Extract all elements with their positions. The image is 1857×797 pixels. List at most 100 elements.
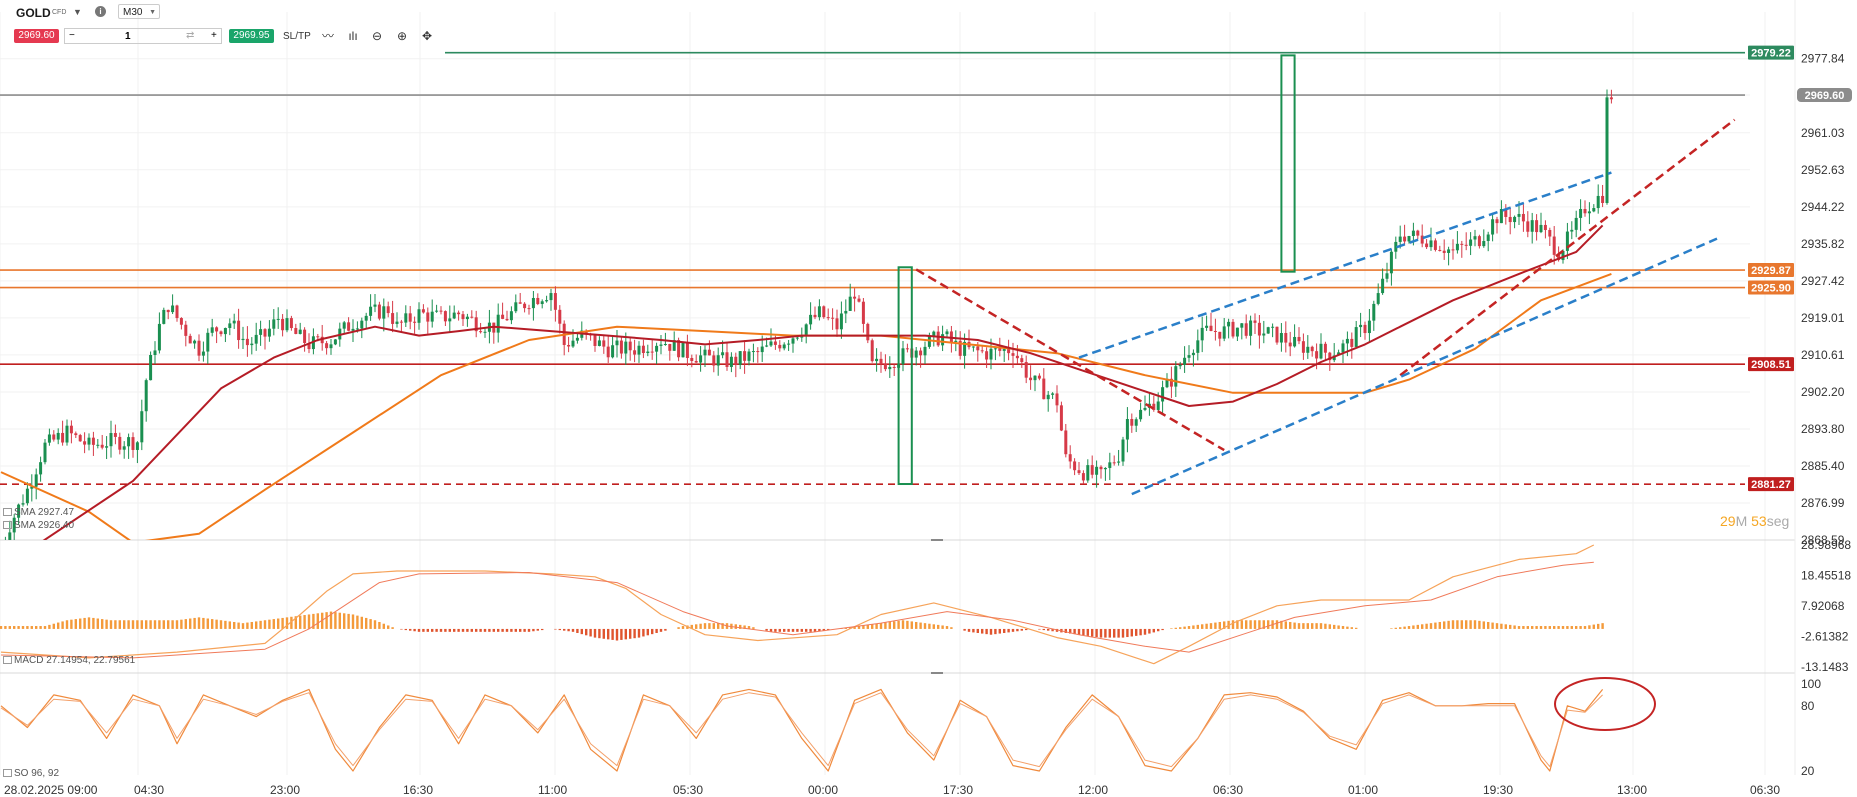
macd-histogram-bar <box>1597 623 1600 629</box>
candle-body <box>162 309 166 324</box>
candle-body <box>245 338 249 346</box>
candle-body <box>448 318 452 322</box>
candle-body <box>254 334 258 344</box>
macd-histogram-bar <box>1016 628 1019 632</box>
macd-histogram-bar <box>1117 628 1120 638</box>
candle-body <box>672 340 676 351</box>
macd-histogram-bar <box>1509 624 1512 629</box>
candle-body <box>1469 239 1473 246</box>
candle-body <box>985 351 989 360</box>
candle-body <box>1266 327 1270 334</box>
price-level-badge <box>1748 280 1794 295</box>
so-legend[interactable]: SO 96, 92 <box>3 768 59 779</box>
quantity-value[interactable]: 1 <box>125 31 131 42</box>
candle-body <box>853 296 857 299</box>
macd-histogram-bar <box>1403 626 1406 629</box>
macd-histogram-bar <box>1236 620 1239 629</box>
sltp-button[interactable]: SL/TP <box>283 31 311 42</box>
macd-histogram-bar <box>585 628 588 636</box>
macd-legend[interactable]: MACD 27.14954, 22.79561 <box>3 655 135 666</box>
candle-body <box>105 446 109 448</box>
caret-down-icon[interactable]: ▼ <box>73 7 82 17</box>
candle-body <box>1064 430 1068 455</box>
macd-histogram-bar <box>563 628 566 631</box>
candle-body <box>1526 221 1530 232</box>
candle-body <box>1015 355 1019 359</box>
macd-histogram-bar <box>1557 626 1560 629</box>
sma-legend-1[interactable]: SMA 2927.47 <box>3 507 74 518</box>
buy-button[interactable]: 2969.95 <box>229 29 274 43</box>
candle-body <box>1521 213 1525 222</box>
indicator-settings-icon[interactable] <box>3 508 12 517</box>
macd-histogram-bar <box>879 623 883 629</box>
candle-body <box>228 323 232 328</box>
candle-body <box>1587 211 1591 214</box>
macd-histogram-bar <box>1535 626 1538 629</box>
minus-icon[interactable]: − <box>69 30 75 41</box>
candle-body <box>998 348 1002 351</box>
macd-histogram-bar <box>923 623 927 629</box>
sell-button[interactable]: 2969.60 <box>14 29 59 43</box>
macd-histogram-bar <box>1240 620 1243 629</box>
macd-histogram-bar <box>378 621 381 629</box>
zoom-out-icon[interactable]: ⊖ <box>371 29 383 43</box>
macd-histogram-bar <box>976 628 979 633</box>
macd-histogram-bar <box>197 617 201 629</box>
indicator-settings-icon[interactable] <box>3 521 12 530</box>
candle-body <box>1081 473 1085 481</box>
candle-body <box>813 314 817 318</box>
macd-histogram-bar <box>1091 628 1094 637</box>
candle-body <box>523 303 527 309</box>
candle-body <box>457 312 461 315</box>
candle-body <box>452 312 456 319</box>
macd-histogram-bar <box>1064 628 1067 633</box>
candle-body <box>611 345 615 358</box>
candle-body <box>751 351 755 353</box>
macd-histogram-bar <box>554 628 557 630</box>
macd-histogram-bar <box>382 623 385 629</box>
macd-histogram-bar <box>699 623 702 629</box>
candle-body <box>545 300 549 302</box>
candle-body <box>135 442 139 450</box>
candle-body <box>250 343 254 346</box>
zoom-in-icon[interactable]: ⊕ <box>396 29 408 43</box>
macd-histogram-bar <box>1275 620 1279 629</box>
candle-body <box>721 352 725 356</box>
time-tick-label: 12:00 <box>1078 783 1108 797</box>
candle-body <box>1240 323 1244 328</box>
symbol-name[interactable]: GOLD <box>16 6 51 20</box>
macd-histogram-bar <box>246 622 249 629</box>
macd-histogram-bar <box>642 628 645 637</box>
macd-histogram-bar <box>1306 623 1309 629</box>
indicator-settings-icon[interactable] <box>3 656 12 665</box>
candle-body <box>166 309 170 313</box>
macd-histogram-bar <box>1231 620 1235 629</box>
candle-body <box>1108 462 1112 468</box>
candle-body <box>1112 462 1116 464</box>
quantity-stepper[interactable]: − 1 ⇄ + <box>64 28 222 44</box>
candle-body <box>707 349 711 356</box>
swap-icon[interactable]: ⇄ <box>186 30 195 41</box>
info-icon[interactable]: i <box>95 6 106 17</box>
timeframe-select[interactable]: M30 ▼ <box>118 4 160 19</box>
indicator-settings-icon[interactable] <box>3 769 12 778</box>
macd-histogram-bar <box>1152 628 1155 633</box>
macd-histogram-bar <box>796 628 799 632</box>
timer-minutes: 29 <box>1720 513 1736 529</box>
candle-body <box>866 323 870 341</box>
price-tick-label: 2868.59 <box>1801 533 1845 547</box>
candle-body <box>1143 407 1147 410</box>
candle-body <box>914 350 918 358</box>
macd-histogram-bar <box>1465 620 1468 629</box>
candle-body <box>1213 330 1217 332</box>
candle-body <box>21 503 25 505</box>
crosshair-icon[interactable]: ✥ <box>421 29 433 43</box>
line-chart-icon[interactable]: 〰 <box>321 29 334 43</box>
macd-histogram-bar <box>479 628 482 632</box>
sma-legend-2[interactable]: SMA 2926.40 <box>3 520 74 531</box>
macd-histogram-bar <box>409 628 412 631</box>
candle-body <box>171 305 175 313</box>
candles-icon[interactable]: ılı <box>348 29 358 43</box>
plus-icon[interactable]: + <box>211 30 217 41</box>
